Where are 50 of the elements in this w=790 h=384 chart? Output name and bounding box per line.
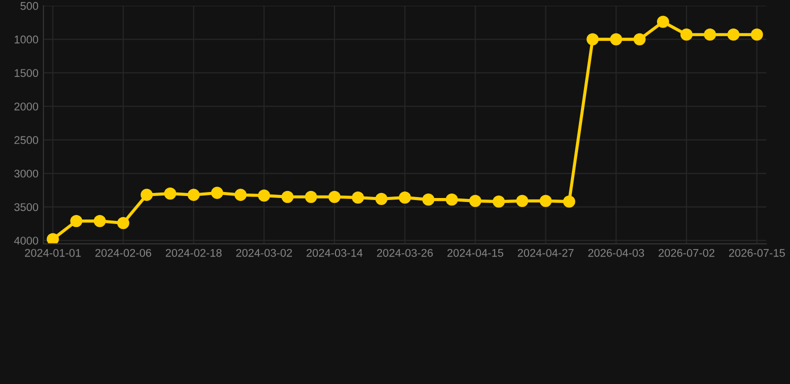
y-tick-label: 2000 [14, 102, 38, 110]
point [422, 194, 434, 206]
x-tick-label: 2026-07-02 [658, 248, 714, 257]
point [375, 192, 388, 205]
point [188, 188, 200, 201]
point [304, 190, 318, 203]
point [70, 214, 82, 228]
point [281, 190, 294, 203]
x-tick-label: 2024-03-02 [236, 248, 292, 257]
point [750, 28, 763, 41]
point [680, 28, 693, 41]
x-tick-label: 2024-02-06 [95, 248, 152, 257]
point [540, 194, 552, 207]
point [586, 33, 599, 46]
x-tick-label: 2026-04-03 [588, 248, 644, 257]
y-tick-label: 1000 [14, 36, 38, 44]
point [46, 233, 59, 244]
x-tick-label: 2024-04-15 [447, 248, 504, 257]
y-tick-label: 3000 [14, 170, 38, 178]
y-tick-label: 3500 [14, 203, 38, 212]
point [563, 196, 576, 208]
y-tick-label: 1500 [14, 69, 38, 77]
point [610, 33, 622, 46]
point [164, 187, 176, 200]
point [117, 216, 130, 230]
point [469, 194, 482, 207]
x-tick-label: 2024-04-27 [518, 248, 574, 257]
point [704, 28, 716, 41]
point [94, 214, 106, 228]
point [656, 16, 670, 28]
point [727, 28, 740, 41]
point [516, 194, 528, 207]
point [234, 188, 247, 201]
x-tick-label: 2024-01-01 [24, 248, 81, 257]
point [328, 190, 341, 203]
point [258, 189, 270, 202]
point [211, 186, 224, 199]
point [446, 194, 458, 206]
point [140, 188, 153, 201]
point [398, 191, 411, 204]
y-tick-label: 2500 [14, 136, 38, 144]
x-tick-label: 2024-03-14 [306, 248, 363, 257]
point [492, 196, 505, 208]
point [633, 33, 646, 46]
y-tick-label: 4000 [14, 236, 38, 245]
x-tick-label: 2024-03-26 [377, 248, 433, 257]
x-tick-label: 2026-07-15 [729, 248, 785, 257]
y-tick-label: 500 [20, 2, 38, 10]
point [352, 191, 364, 204]
x-tick-label: 2024-02-18 [166, 248, 222, 257]
